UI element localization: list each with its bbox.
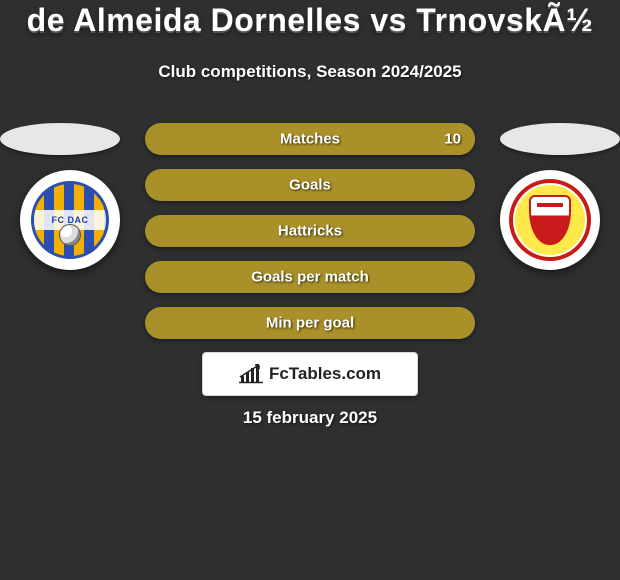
stat-row: Matches10 [145,123,475,155]
ball-icon [59,224,81,246]
stat-row: Hattricks [145,215,475,247]
fc-dac-logo: FC DAC [31,181,109,259]
stat-label: Matches [145,131,475,148]
stat-value-right: 10 [444,131,461,148]
comparison-card: de Almeida Dornelles vs TrnovskÃ½ Club c… [0,0,620,580]
watermark-text: FcTables.com [269,364,381,384]
stat-label: Goals per match [145,269,475,286]
right-player-photo [500,123,620,155]
page-title: de Almeida Dornelles vs TrnovskÃ½ [0,2,620,39]
left-club-badge: FC DAC [20,170,120,270]
fk-dukla-logo [509,179,591,261]
stat-label: Hattricks [145,223,475,240]
date: 15 february 2025 [0,408,620,428]
stat-track: Goals per match [145,261,475,293]
subtitle: Club competitions, Season 2024/2025 [0,62,620,82]
stat-label: Min per goal [145,315,475,332]
left-player-photo [0,123,120,155]
stat-row: Goals [145,169,475,201]
stat-row: Goals per match [145,261,475,293]
stat-row: Min per goal [145,307,475,339]
bar-chart-icon [239,364,263,384]
watermark[interactable]: FcTables.com [202,352,418,396]
stat-track: Min per goal [145,307,475,339]
stat-label: Goals [145,177,475,194]
stat-track: Hattricks [145,215,475,247]
stat-track: Goals [145,169,475,201]
right-club-badge [500,170,600,270]
stat-bars: Matches10 Goals Hattricks Goals per match Mi… [145,123,475,353]
stat-track: Matches10 [145,123,475,155]
